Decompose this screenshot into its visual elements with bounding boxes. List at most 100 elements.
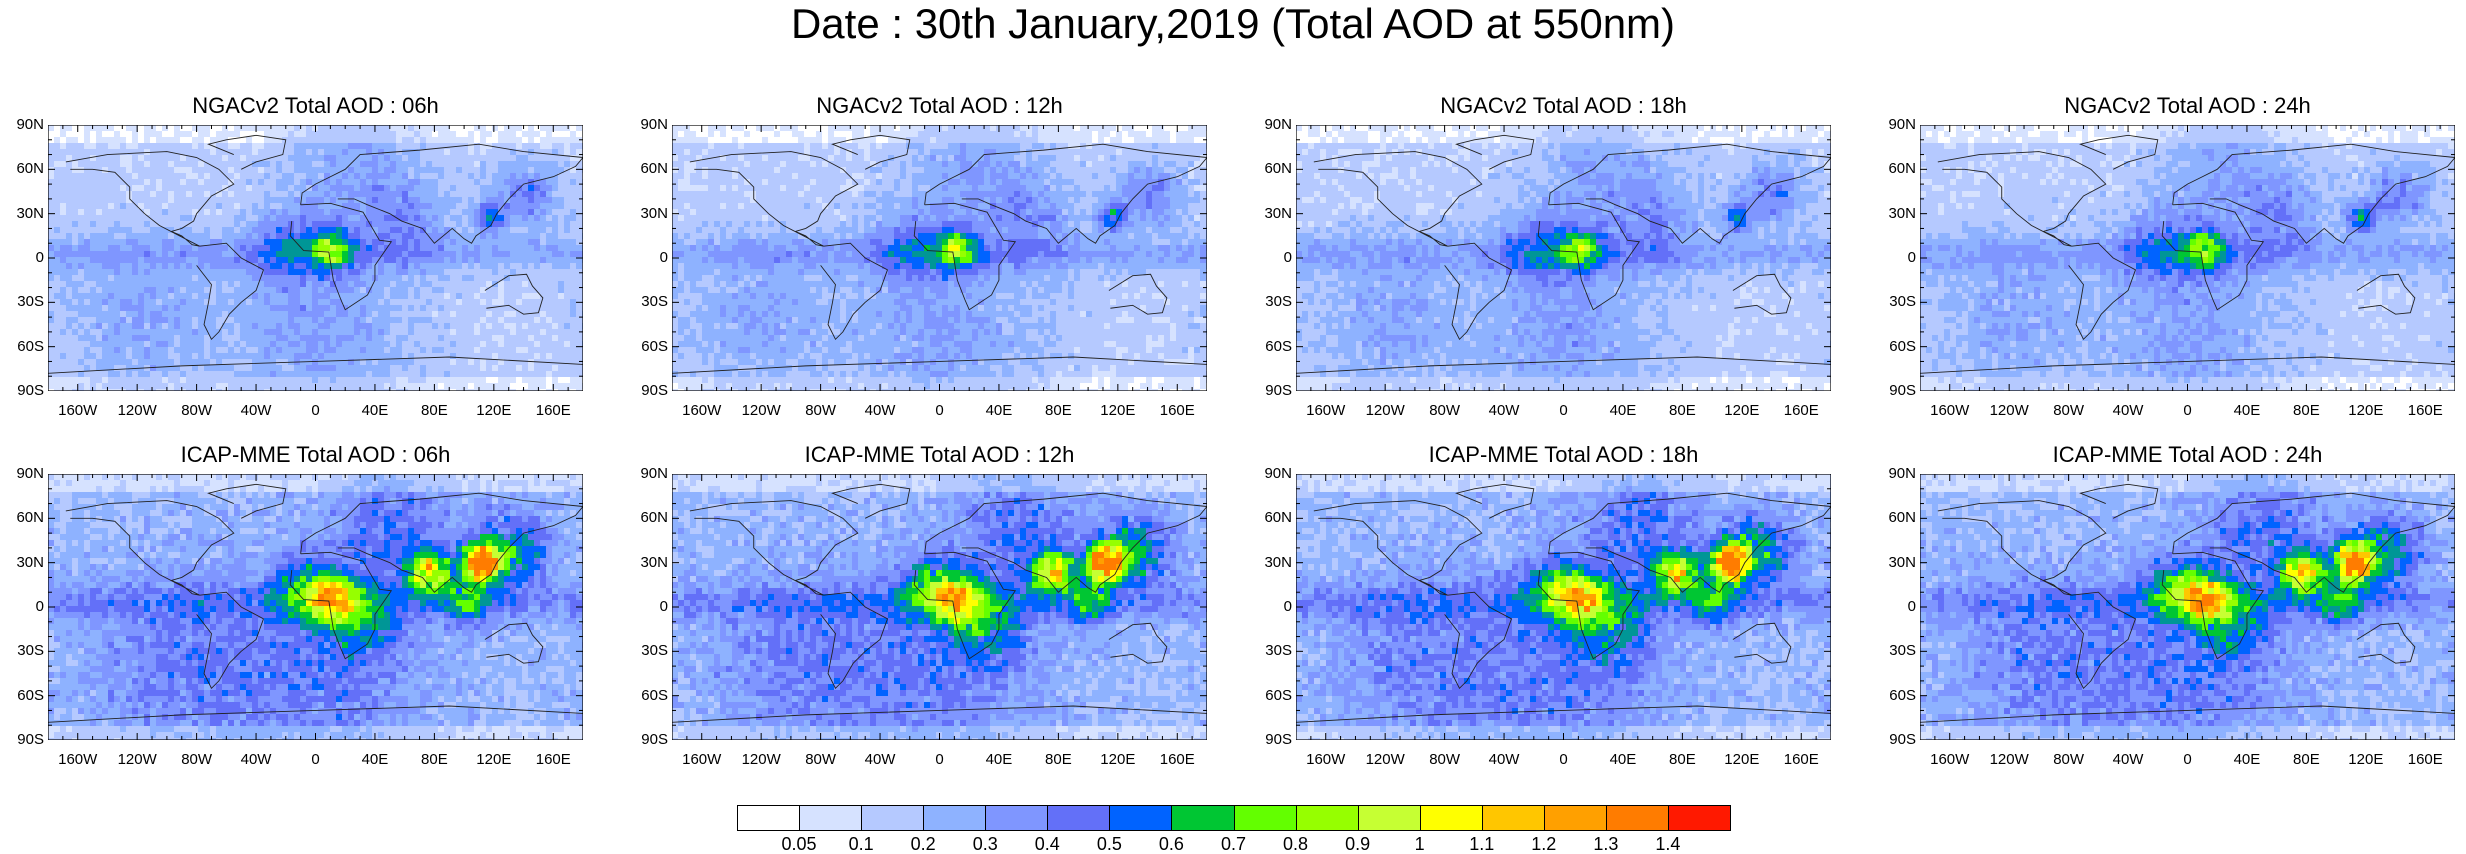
colorbar-label: 1.3 <box>1581 835 1631 853</box>
colorbar-label: 0.05 <box>774 835 824 853</box>
coastline <box>2172 492 2455 593</box>
lon-tick-label: 80W <box>172 752 222 768</box>
lat-tick-label: 90N <box>0 466 44 482</box>
lat-tick-label: 90S <box>622 383 668 399</box>
lat-tick-label: 90S <box>1246 383 1292 399</box>
lon-tick-label: 160W <box>677 752 727 768</box>
lon-tick-label: 120W <box>1360 752 1410 768</box>
lat-tick-label: 90S <box>1870 732 1916 748</box>
lon-tick-label: 160W <box>1301 403 1351 419</box>
lon-tick-label: 80E <box>2281 403 2331 419</box>
lon-tick-label: 160E <box>1776 752 1826 768</box>
lat-tick-label: 30S <box>1246 643 1292 659</box>
lat-tick-label: 90N <box>1870 466 1916 482</box>
lat-tick-label: 60N <box>622 161 668 177</box>
lon-tick-label: 160W <box>53 403 103 419</box>
colorbar-cell <box>861 805 925 831</box>
lon-tick-label: 120E <box>1717 752 1767 768</box>
colorbar-cell <box>1295 805 1359 831</box>
aod-map <box>1920 125 2455 391</box>
lon-tick-label: 40E <box>974 752 1024 768</box>
lon-tick-label: 40W <box>231 403 281 419</box>
coastline <box>1444 242 1513 341</box>
lon-tick-label: 80W <box>172 403 222 419</box>
lon-tick-label: 40W <box>231 752 281 768</box>
lat-tick-label: 0 <box>1870 599 1916 615</box>
lon-tick-label: 40W <box>855 403 905 419</box>
lat-tick-label: 60S <box>0 338 44 355</box>
colorbar-cell <box>1605 805 1669 831</box>
lat-tick-label: 30N <box>622 205 668 222</box>
colorbar-cell <box>1047 805 1111 831</box>
coastline <box>2079 134 2159 170</box>
lon-tick-label: 40W <box>2103 403 2153 419</box>
lat-tick-label: 90S <box>1870 383 1916 399</box>
coastline <box>1108 622 1168 664</box>
lat-tick-label: 60S <box>622 687 668 704</box>
figure-title: Date : 30th January,2019 (Total AOD at 5… <box>0 2 2466 46</box>
lon-tick-label: 80E <box>2281 752 2331 768</box>
colorbar-cell <box>1543 805 1607 831</box>
coastline <box>2079 483 2159 519</box>
lat-tick-label: 60S <box>1870 687 1916 704</box>
lon-tick-label: 160W <box>1301 752 1351 768</box>
lat-tick-label: 60S <box>0 687 44 704</box>
lat-tick-label: 30S <box>1870 294 1916 310</box>
coastline <box>1313 151 1483 247</box>
colorbar-cell <box>923 805 987 831</box>
lat-tick-label: 30S <box>0 643 44 659</box>
aod-map <box>1296 474 1831 740</box>
lat-tick-label: 90N <box>622 466 668 482</box>
colorbar-cell <box>1667 805 1731 831</box>
coastline <box>1548 492 1831 593</box>
coastline <box>1537 551 1641 660</box>
aod-field <box>48 125 583 391</box>
lon-tick-label: 160W <box>1925 752 1975 768</box>
colorbar-label: 0.8 <box>1271 835 1321 853</box>
coastline <box>1920 705 2455 723</box>
aod-map <box>672 474 1207 740</box>
lon-tick-label: 160E <box>1152 752 1202 768</box>
lon-tick-label: 40W <box>1479 403 1529 419</box>
lon-tick-label: 120E <box>2341 752 2391 768</box>
coastline <box>484 273 544 315</box>
lat-tick-label: 60N <box>1870 161 1916 177</box>
coastline <box>1444 591 1513 690</box>
coastline <box>689 500 859 596</box>
lat-tick-label: 30N <box>0 554 44 571</box>
lon-tick-label: 0 <box>1539 752 1589 768</box>
colorbar-label: 0.9 <box>1333 835 1383 853</box>
aod-field <box>672 474 1207 740</box>
colorbar-label: 1 <box>1395 835 1445 853</box>
lat-tick-label: 0 <box>622 250 668 266</box>
lat-tick-label: 30S <box>1870 643 1916 659</box>
coastline <box>913 551 1017 660</box>
coastline <box>2161 202 2265 311</box>
lat-tick-label: 30N <box>1870 205 1916 222</box>
colorbar-label: 1.2 <box>1519 835 1569 853</box>
lat-tick-label: 60N <box>1870 510 1916 526</box>
aod-field <box>1920 125 2455 391</box>
lon-tick-label: 80W <box>2044 752 2094 768</box>
lat-tick-label: 60N <box>622 510 668 526</box>
lat-tick-label: 30S <box>1246 294 1292 310</box>
lat-tick-label: 30N <box>1870 554 1916 571</box>
coastline <box>831 134 911 170</box>
colorbar-cell <box>737 805 801 831</box>
lon-tick-label: 40E <box>350 403 400 419</box>
coastline <box>207 134 287 170</box>
lon-tick-label: 40W <box>855 752 905 768</box>
coastline <box>831 483 911 519</box>
lon-tick-label: 0 <box>915 403 965 419</box>
aod-map <box>1920 474 2455 740</box>
lat-tick-label: 90N <box>622 117 668 133</box>
coastline <box>1455 483 1535 519</box>
panel-title: ICAP-MME Total AOD : 06h <box>48 442 583 468</box>
coastline <box>2172 143 2455 244</box>
coastline <box>65 151 235 247</box>
lon-tick-label: 160E <box>1152 403 1202 419</box>
aod-field <box>1296 125 1831 391</box>
lon-tick-label: 0 <box>1539 403 1589 419</box>
coastline <box>1937 151 2107 247</box>
lon-tick-label: 160E <box>1776 403 1826 419</box>
